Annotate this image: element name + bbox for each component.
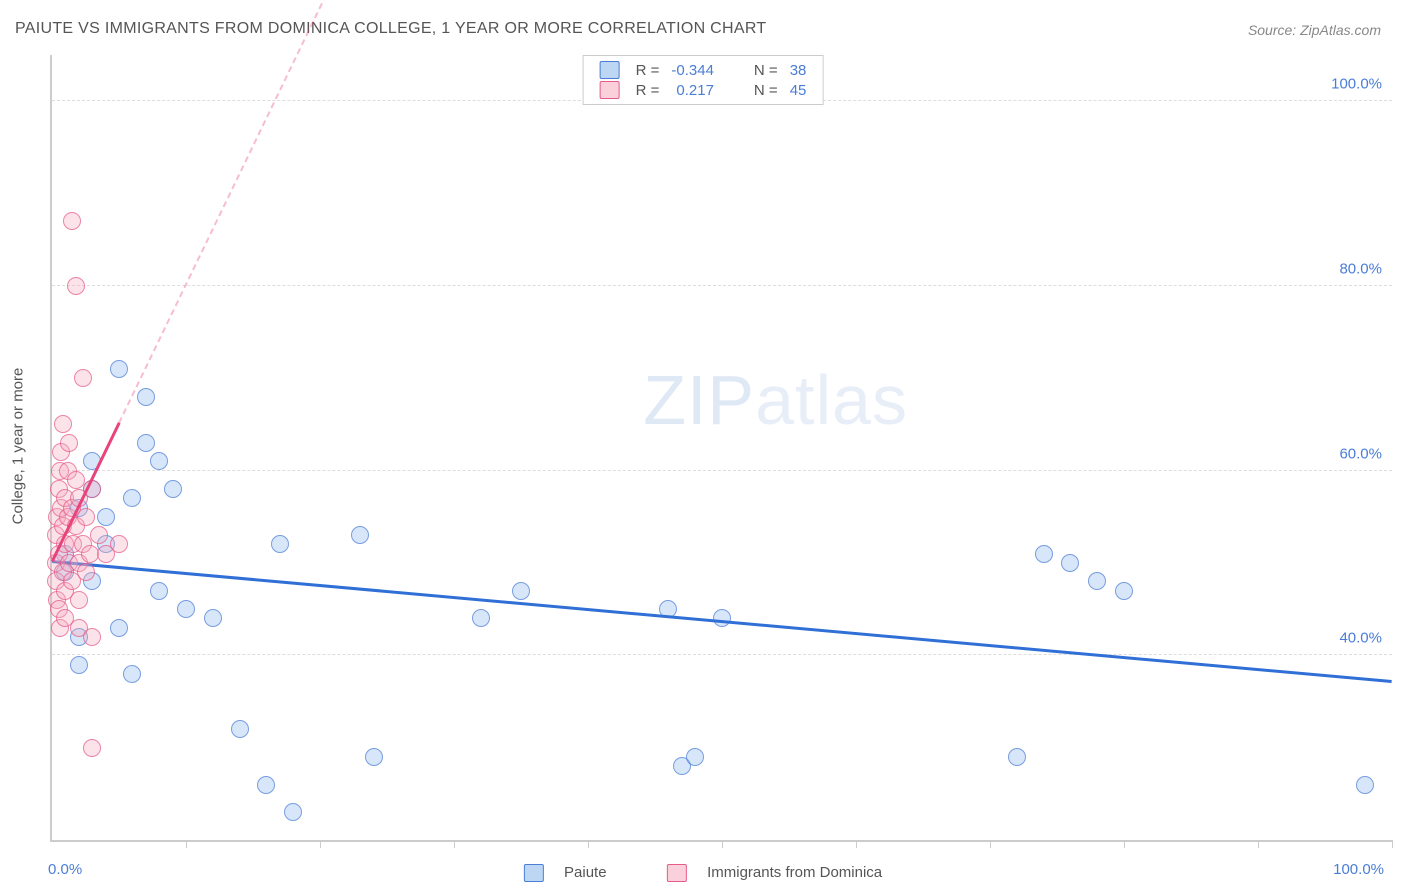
data-point [284, 803, 302, 821]
gridline [52, 470, 1392, 471]
data-point [1088, 572, 1106, 590]
legend-label-dominica: Immigrants from Dominica [707, 864, 882, 881]
swatch-pink-icon [667, 864, 687, 882]
data-point [137, 434, 155, 452]
legend-row-blue: R = -0.344 N = 38 [594, 60, 813, 80]
watermark: ZIPatlas [643, 360, 908, 440]
trendline [52, 560, 1392, 683]
x-tick [1392, 840, 1393, 848]
swatch-blue-icon [524, 864, 544, 882]
x-min-label: 0.0% [48, 861, 82, 878]
data-point [63, 212, 81, 230]
x-tick [588, 840, 589, 848]
swatch-pink-icon [600, 81, 620, 99]
y-tick-label: 60.0% [1339, 445, 1382, 462]
data-point [110, 535, 128, 553]
x-tick [1124, 840, 1125, 848]
y-axis-label: College, 1 year or more [10, 368, 27, 525]
trendline [118, 0, 388, 424]
data-point [1115, 582, 1133, 600]
y-tick-label: 40.0% [1339, 630, 1382, 647]
data-point [77, 563, 95, 581]
r-label: R = [630, 60, 666, 80]
data-point [67, 277, 85, 295]
x-tick [722, 840, 723, 848]
legend-label-paiute: Paiute [564, 864, 607, 881]
data-point [164, 480, 182, 498]
data-point [70, 656, 88, 674]
data-point [123, 489, 141, 507]
data-point [204, 609, 222, 627]
x-max-label: 100.0% [1333, 861, 1384, 878]
n-value-blue: 38 [784, 60, 813, 80]
data-point [137, 388, 155, 406]
x-tick [454, 840, 455, 848]
x-tick [856, 840, 857, 848]
n-label: N = [748, 60, 784, 80]
data-point [150, 582, 168, 600]
data-point [512, 582, 530, 600]
data-point [123, 665, 141, 683]
data-point [110, 360, 128, 378]
gridline [52, 285, 1392, 286]
n-label: N = [748, 80, 784, 100]
x-tick [990, 840, 991, 848]
r-value-pink: 0.217 [665, 80, 720, 100]
x-tick [186, 840, 187, 848]
r-value-blue: -0.344 [665, 60, 720, 80]
plot-area: ZIPatlas 40.0% 60.0% 80.0% 100.0% [50, 55, 1392, 842]
n-value-pink: 45 [784, 80, 813, 100]
data-point [271, 535, 289, 553]
data-point [1356, 776, 1374, 794]
data-point [472, 609, 490, 627]
data-point [83, 739, 101, 757]
data-point [1061, 554, 1079, 572]
data-point [686, 748, 704, 766]
chart-container: PAIUTE VS IMMIGRANTS FROM DOMINICA COLLE… [0, 0, 1406, 892]
x-tick [320, 840, 321, 848]
y-tick-label: 80.0% [1339, 260, 1382, 277]
series-legend: Paiute Immigrants from Dominica [516, 864, 890, 882]
correlation-legend: R = -0.344 N = 38 R = 0.217 N = 45 [583, 55, 824, 105]
data-point [150, 452, 168, 470]
data-point [1008, 748, 1026, 766]
r-label: R = [630, 80, 666, 100]
x-tick [1258, 840, 1259, 848]
data-point [60, 434, 78, 452]
y-tick-label: 100.0% [1331, 76, 1382, 93]
chart-title: PAIUTE VS IMMIGRANTS FROM DOMINICA COLLE… [15, 20, 767, 38]
swatch-blue-icon [600, 61, 620, 79]
data-point [90, 526, 108, 544]
data-point [110, 619, 128, 637]
data-point [365, 748, 383, 766]
data-point [74, 369, 92, 387]
source-label: Source: ZipAtlas.com [1248, 22, 1381, 38]
data-point [177, 600, 195, 618]
gridline [52, 654, 1392, 655]
data-point [77, 508, 95, 526]
data-point [83, 628, 101, 646]
legend-row-pink: R = 0.217 N = 45 [594, 80, 813, 100]
data-point [54, 415, 72, 433]
data-point [70, 591, 88, 609]
data-point [713, 609, 731, 627]
data-point [97, 508, 115, 526]
data-point [1035, 545, 1053, 563]
data-point [257, 776, 275, 794]
data-point [231, 720, 249, 738]
data-point [351, 526, 369, 544]
